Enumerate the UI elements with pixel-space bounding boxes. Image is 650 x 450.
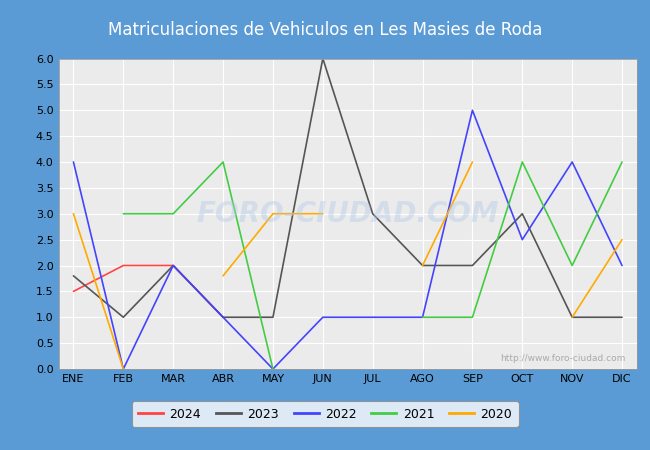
Text: Matriculaciones de Vehiculos en Les Masies de Roda: Matriculaciones de Vehiculos en Les Masi…: [108, 21, 542, 39]
Text: FORO-CIUDAD.COM: FORO-CIUDAD.COM: [196, 200, 499, 228]
Text: http://www.foro-ciudad.com: http://www.foro-ciudad.com: [500, 354, 625, 363]
Legend: 2024, 2023, 2022, 2021, 2020: 2024, 2023, 2022, 2021, 2020: [131, 401, 519, 427]
